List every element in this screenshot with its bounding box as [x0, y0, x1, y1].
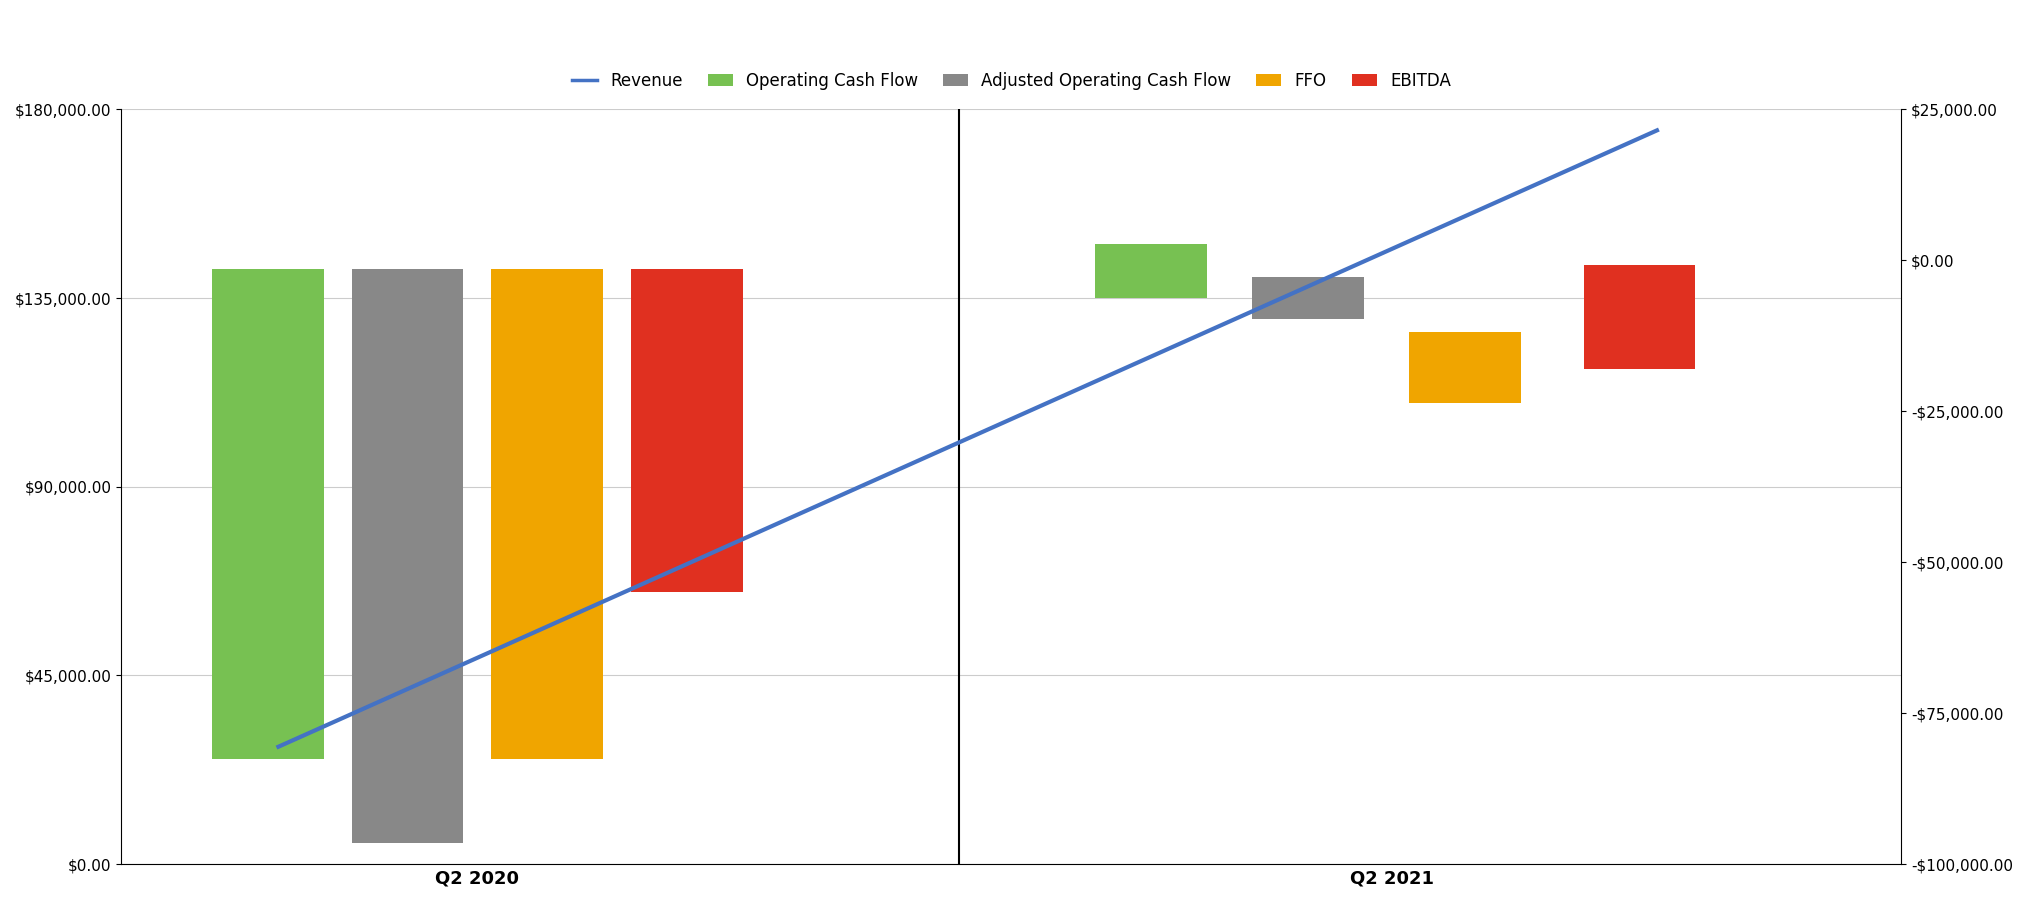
Bar [213, 269, 324, 759]
Legend: Revenue, Operating Cash Flow, Adjusted Operating Cash Flow, FFO, EBITDA: Revenue, Operating Cash Flow, Adjusted O… [566, 65, 1458, 97]
Bar [1584, 264, 1695, 369]
Bar [351, 269, 462, 843]
Bar [1251, 277, 1363, 319]
Bar [631, 269, 742, 592]
Bar [491, 269, 602, 759]
Bar [1095, 244, 1207, 298]
Bar [1409, 332, 1521, 403]
